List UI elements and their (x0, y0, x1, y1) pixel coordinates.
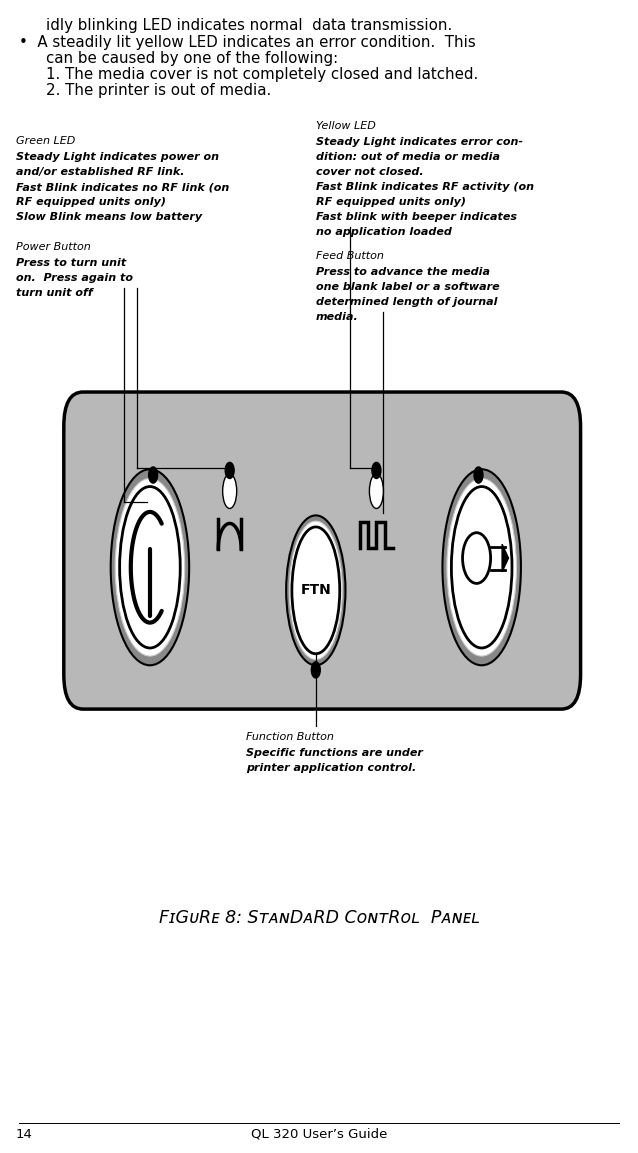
FancyBboxPatch shape (64, 392, 581, 709)
Text: Fast Blink indicates RF activity (on: Fast Blink indicates RF activity (on (316, 182, 534, 193)
Text: Fast blink with beeper indicates: Fast blink with beeper indicates (316, 212, 517, 223)
Text: Fast Blink indicates no RF link (on: Fast Blink indicates no RF link (on (16, 182, 229, 193)
Text: one blank label or a software: one blank label or a software (316, 282, 500, 293)
Text: dition: out of media or media: dition: out of media or media (316, 152, 500, 163)
Ellipse shape (119, 487, 181, 648)
Text: Green LED: Green LED (16, 136, 75, 146)
Circle shape (474, 467, 483, 483)
Text: 14: 14 (16, 1128, 33, 1140)
Text: •  A steadily lit yellow LED indicates an error condition.  This: • A steadily lit yellow LED indicates an… (19, 35, 476, 50)
Text: RF equipped units only): RF equipped units only) (16, 197, 166, 208)
Ellipse shape (110, 469, 189, 665)
Text: Press to advance the media: Press to advance the media (316, 267, 490, 278)
Text: RF equipped units only): RF equipped units only) (316, 197, 466, 208)
Text: Feed Button: Feed Button (316, 251, 383, 262)
Text: no application loaded: no application loaded (316, 227, 452, 238)
Ellipse shape (223, 474, 237, 508)
Text: on.  Press again to: on. Press again to (16, 273, 133, 284)
Text: cover not closed.: cover not closed. (316, 167, 424, 178)
Text: Specific functions are under: Specific functions are under (246, 748, 422, 759)
Text: and/or established RF link.: and/or established RF link. (16, 167, 184, 178)
Text: Press to turn unit: Press to turn unit (16, 258, 126, 269)
Text: Power Button: Power Button (16, 242, 91, 253)
Text: Slow Blink means low battery: Slow Blink means low battery (16, 212, 202, 223)
Text: Steady Light indicates error con-: Steady Light indicates error con- (316, 137, 523, 148)
Text: can be caused by one of the following:: can be caused by one of the following: (46, 51, 338, 66)
Text: QL 320 User’s Guide: QL 320 User’s Guide (251, 1128, 387, 1140)
Circle shape (149, 467, 158, 483)
Text: determined length of journal: determined length of journal (316, 297, 497, 308)
Ellipse shape (451, 487, 512, 648)
Circle shape (311, 662, 320, 678)
Text: 1. The media cover is not completely closed and latched.: 1. The media cover is not completely clo… (46, 67, 478, 82)
Circle shape (372, 462, 381, 478)
Text: idly blinking LED indicates normal  data transmission.: idly blinking LED indicates normal data … (46, 18, 452, 33)
Circle shape (463, 533, 491, 583)
Text: media.: media. (316, 312, 359, 323)
Ellipse shape (292, 527, 339, 654)
Text: FɪGᴜRᴇ 8: SᴛᴀɴDᴀRD CᴏɴᴛRᴏʟ  Pᴀɴᴇʟ: FɪGᴜRᴇ 8: SᴛᴀɴDᴀRD CᴏɴᴛRᴏʟ Pᴀɴᴇʟ (159, 909, 479, 927)
Text: printer application control.: printer application control. (246, 763, 416, 774)
Ellipse shape (369, 474, 383, 508)
Ellipse shape (290, 521, 342, 660)
Text: Function Button: Function Button (246, 732, 334, 743)
Text: Steady Light indicates power on: Steady Light indicates power on (16, 152, 219, 163)
Text: 2. The printer is out of media.: 2. The printer is out of media. (46, 83, 271, 98)
Circle shape (225, 462, 234, 478)
Ellipse shape (115, 478, 184, 656)
Polygon shape (502, 544, 508, 572)
Text: turn unit off: turn unit off (16, 288, 93, 299)
Ellipse shape (447, 478, 517, 656)
Text: FTN: FTN (300, 583, 331, 597)
Ellipse shape (286, 515, 346, 665)
Text: Yellow LED: Yellow LED (316, 121, 376, 131)
Ellipse shape (442, 469, 521, 665)
